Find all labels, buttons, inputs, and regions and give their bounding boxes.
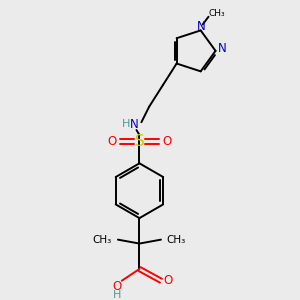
Text: N: N [130,118,139,131]
Text: N: N [197,20,206,33]
Text: CH₃: CH₃ [208,9,225,18]
Text: CH₃: CH₃ [167,235,186,244]
Text: CH₃: CH₃ [93,235,112,244]
Text: O: O [163,274,172,287]
Text: O: O [162,135,172,148]
Text: N: N [218,42,227,56]
Text: S: S [135,134,144,149]
Text: H: H [122,119,130,129]
Text: O: O [112,280,122,293]
Text: H: H [113,290,121,300]
Text: O: O [107,135,117,148]
